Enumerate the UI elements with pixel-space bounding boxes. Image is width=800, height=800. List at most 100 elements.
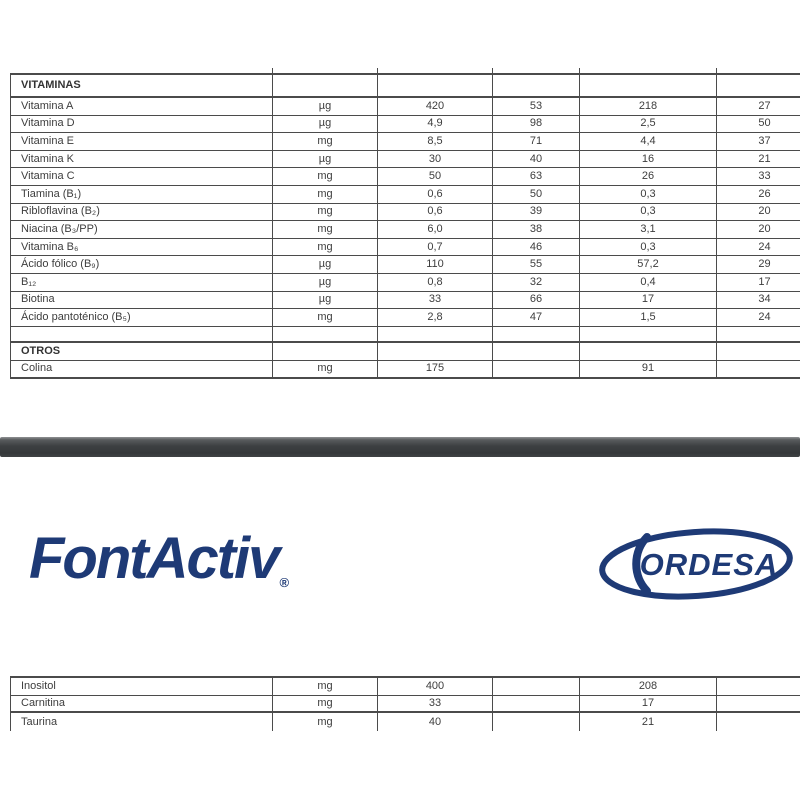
cell-v1: 0,6 (378, 185, 493, 203)
cell-name: Ácido pantoténico (B₅) (11, 309, 273, 326)
cell-v1: 30 (378, 150, 493, 168)
table-row: Tiamina (B₁) mg 0,6 50 0,3 26 (11, 185, 800, 204)
cell-v3: 1,5 (580, 309, 717, 326)
page-separator-bar (0, 437, 800, 457)
section-header-row: OTROS (11, 342, 800, 361)
cell-v4: 20 (717, 204, 800, 221)
cell-v1: 4,9 (378, 115, 493, 133)
cell-v1: 40 (378, 713, 493, 732)
cell-v3 (580, 326, 717, 341)
cell-v4 (717, 713, 800, 731)
table-row: Carnitina mg 33 17 (11, 695, 800, 714)
cell-v1: 0,8 (378, 273, 493, 291)
cell-v3 (580, 342, 717, 360)
cell-unit: mg (273, 309, 378, 326)
cell-v2: 38 (493, 221, 580, 238)
fontactiv-logo: FontActiv ® (29, 514, 289, 598)
cell-unit: mg (273, 695, 378, 712)
cell-v3: 0,3 (580, 203, 717, 221)
cell-name: Taurina (11, 713, 273, 732)
table-row: Biotina µg 33 66 17 34 (11, 291, 800, 310)
cell-v3: 2,5 (580, 115, 717, 133)
cell-v2: 55 (493, 256, 580, 273)
cell-v2 (493, 326, 580, 341)
cell-unit: µg (273, 291, 378, 309)
cell-v4: 21 (717, 151, 800, 168)
cell-v4 (717, 75, 800, 96)
cell-v3 (580, 75, 717, 96)
cell-v3: 208 (580, 678, 717, 695)
cell-v2 (493, 342, 580, 360)
cell-v3: 21 (580, 713, 717, 732)
cell-unit (273, 342, 378, 360)
cell-name: Niacina (B₃/PP) (11, 221, 273, 238)
cell-v3: 4,4 (580, 133, 717, 150)
cell-unit: µg (273, 115, 378, 133)
cell-v3: 16 (580, 150, 717, 168)
table-row: Vitamina B₆ mg 0,7 46 0,3 24 (11, 238, 800, 257)
cell-v2: 63 (493, 168, 580, 185)
cell-name: Vitamina B₆ (11, 238, 273, 256)
cell-unit: mg (273, 360, 378, 377)
cell-name (11, 326, 273, 341)
cell-name: Biotina (11, 291, 273, 309)
cell-v4 (717, 678, 800, 695)
cell-unit: mg (273, 185, 378, 203)
cell-name: Inositol (11, 678, 273, 695)
crop-stub (716, 68, 717, 73)
cell-v1 (378, 326, 493, 341)
cell-v4 (717, 696, 800, 712)
cell-name: Vitamina A (11, 98, 273, 115)
cell-v1: 420 (378, 98, 493, 115)
table-row (11, 326, 800, 343)
cell-v1 (378, 75, 493, 96)
cell-unit: mg (273, 168, 378, 185)
cell-name: VITAMINAS (11, 75, 273, 96)
cell-unit (273, 326, 378, 341)
cell-unit: µg (273, 256, 378, 273)
cell-v2: 46 (493, 238, 580, 256)
cell-name: Vitamina E (11, 133, 273, 150)
cell-name: OTROS (11, 342, 273, 360)
cell-v1: 175 (378, 360, 493, 377)
ordesa-paren-icon (632, 533, 651, 595)
cell-v4: 24 (717, 239, 800, 256)
cell-v4 (717, 343, 800, 360)
cell-v4: 29 (717, 256, 800, 273)
cell-v2: 50 (493, 185, 580, 203)
cell-v2: 40 (493, 150, 580, 168)
cell-v2: 98 (493, 115, 580, 133)
cell-name: Colina (11, 360, 273, 377)
cell-v4 (717, 327, 800, 341)
cell-v1: 110 (378, 256, 493, 273)
cell-v2 (493, 678, 580, 695)
cell-v2: 39 (493, 203, 580, 221)
fontactiv-logo-text: FontActiv (29, 526, 280, 591)
cell-unit: µg (273, 150, 378, 168)
cell-v4: 24 (717, 309, 800, 326)
cell-v2 (493, 360, 580, 377)
cell-v1 (378, 342, 493, 360)
cell-v1: 0,7 (378, 238, 493, 256)
registered-trademark-icon: ® (279, 575, 290, 590)
cell-v3: 0,4 (580, 273, 717, 291)
cell-v3: 0,3 (580, 185, 717, 203)
cell-unit: mg (273, 203, 378, 221)
cell-name: Ribloflavina (B₂) (11, 203, 273, 221)
cell-v4: 33 (717, 168, 800, 185)
cell-unit: mg (273, 678, 378, 695)
ordesa-logo-text: ORDESA (640, 547, 779, 582)
cell-v3: 17 (580, 291, 717, 309)
crop-stub (272, 68, 273, 73)
cell-v2 (493, 75, 580, 96)
cell-v2: 71 (493, 133, 580, 150)
cell-v1: 33 (378, 291, 493, 309)
cell-name: B₁₂ (11, 273, 273, 291)
cell-name: Ácido fólico (B₉) (11, 256, 273, 273)
cell-v1: 6,0 (378, 221, 493, 238)
cell-v1: 2,8 (378, 309, 493, 326)
cell-v1: 400 (378, 678, 493, 695)
